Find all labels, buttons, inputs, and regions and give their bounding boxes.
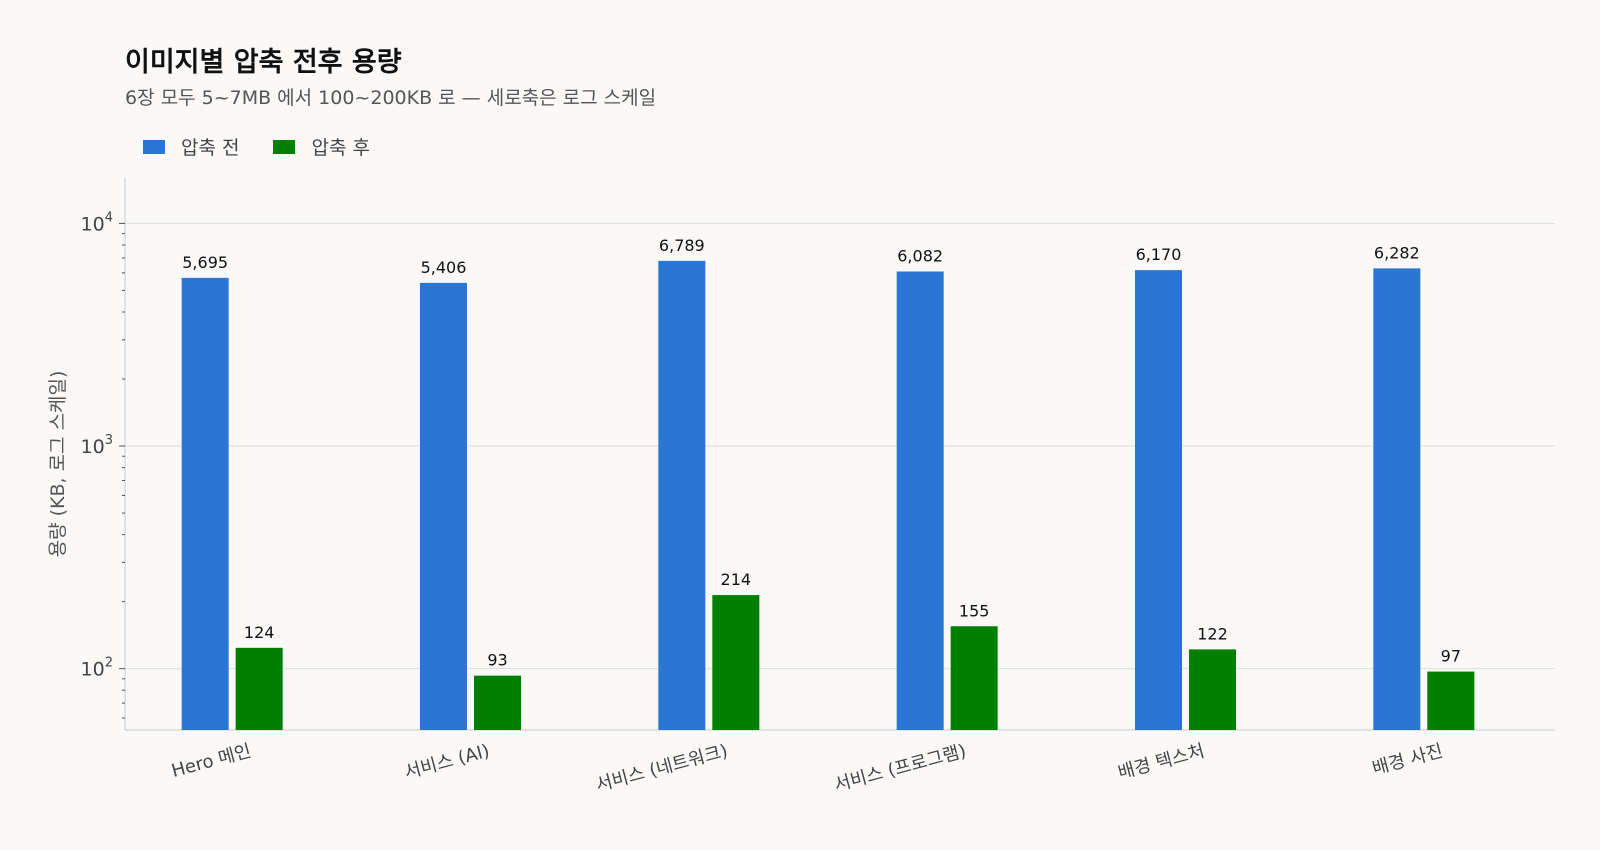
y-tick-label-1: 103: [81, 433, 113, 458]
legend: 압축 전 압축 후: [143, 133, 370, 160]
x-tick-label-0: Hero 메인: [169, 741, 253, 782]
bar-after-0: [235, 647, 283, 730]
bar-before-2: [658, 260, 706, 730]
legend-label-after: 압축 후: [311, 137, 370, 159]
bar-before-3: [896, 271, 944, 730]
bar-after-3: [950, 626, 998, 730]
y-tick-label-0: 104: [81, 210, 113, 235]
bar-before-4: [1135, 270, 1182, 730]
x-tick-label-2: 서비스 (네트워크): [594, 741, 730, 796]
x-tick-label-5: 배경 사진: [1370, 741, 1445, 780]
x-tick-label-1: 서비스 (AI): [402, 741, 492, 784]
bar-after-4: [1189, 649, 1236, 730]
bar-label-after-4: 122: [1197, 624, 1228, 643]
bar-label-after-1: 93: [487, 651, 507, 670]
bar-after-1: [474, 675, 521, 730]
y-tick-label-2: 102: [81, 656, 113, 681]
legend-swatch-before: [143, 139, 165, 154]
legend-item-before: 압축 전: [143, 133, 239, 160]
bar-label-before-1: 5,406: [421, 258, 467, 277]
bar-label-after-2: 214: [721, 570, 752, 589]
x-tick-label-4: 배경 텍스처: [1116, 741, 1207, 784]
bar-label-before-2: 6,789: [659, 236, 705, 255]
bar-label-before-4: 6,170: [1136, 245, 1182, 264]
bar-label-before-3: 6,082: [897, 247, 943, 266]
chart-subtitle: 6장 모두 5~7MB 에서 100~200KB 로 — 세로축은 로그 스케일: [125, 87, 657, 109]
legend-item-after: 압축 후: [273, 133, 370, 160]
bar-after-2: [712, 595, 760, 730]
bar-label-after-3: 155: [959, 601, 990, 620]
bar-label-before-5: 6,282: [1374, 243, 1420, 262]
bar-before-1: [420, 282, 467, 730]
x-tick-label-3: 서비스 (프로그램): [832, 741, 968, 796]
legend-swatch-after: [273, 139, 296, 154]
chart-title: 이미지별 압축 전후 용량: [125, 47, 402, 78]
legend-label-before: 압축 전: [181, 137, 240, 159]
y-axis-label: 용량 (KB, 로그 스케일): [47, 371, 69, 558]
bar-label-after-5: 97: [1441, 647, 1461, 666]
bar-before-0: [181, 277, 229, 730]
bar-label-before-0: 5,695: [182, 253, 228, 272]
bar-before-5: [1373, 268, 1421, 730]
bar-after-5: [1427, 671, 1475, 730]
bar-label-after-0: 124: [244, 623, 275, 642]
